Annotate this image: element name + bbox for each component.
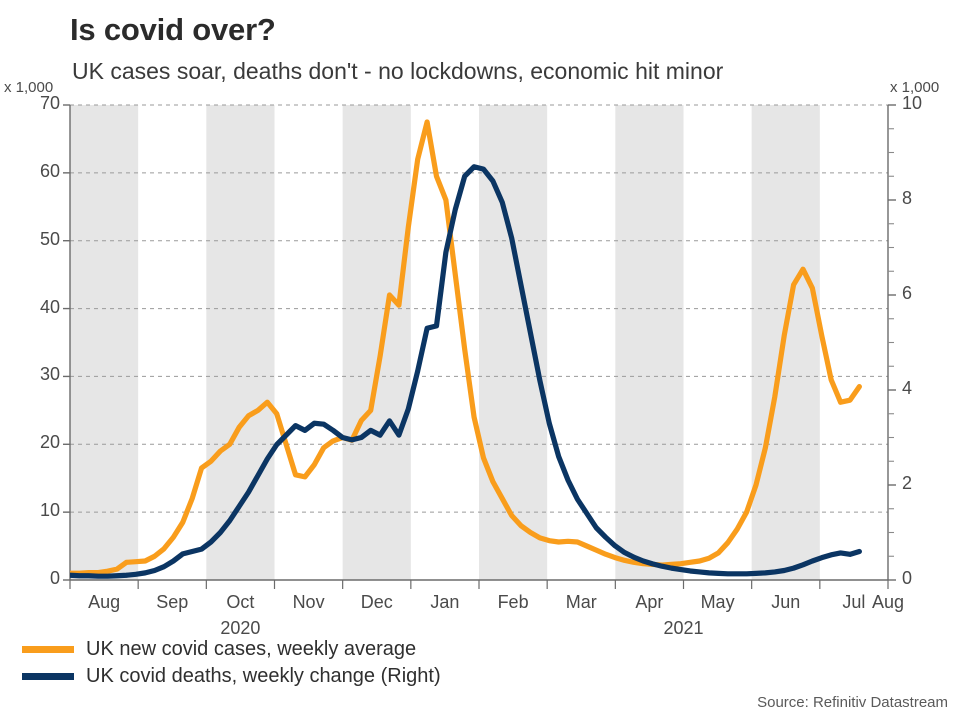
x-axis-year-label: 2021 [663, 618, 704, 638]
right-axis-tick-label: 10 [902, 93, 923, 113]
left-axis-tick-label: 30 [39, 364, 60, 385]
page-subtitle: UK cases soar, deaths don't - no lockdow… [72, 58, 724, 84]
x-axis-tick-label: Nov [292, 592, 325, 612]
page-title: Is covid over? [70, 12, 276, 47]
x-axis-tick-label: Oct [226, 592, 255, 612]
x-axis-tick-label: Dec [360, 592, 393, 612]
x-axis-tick-label: Mar [565, 592, 597, 612]
x-axis-tick-label: Sep [156, 592, 189, 612]
x-axis-tick-label: Jul [842, 592, 866, 612]
x-axis-tick-label: May [700, 592, 735, 612]
month-band [615, 105, 684, 580]
chart-legend: UK new covid cases, weekly average UK co… [22, 636, 441, 690]
x-axis-tick-label: Feb [497, 592, 529, 612]
left-axis-tick-label: 0 [49, 568, 60, 588]
legend-item-deaths: UK covid deaths, weekly change (Right) [22, 663, 441, 690]
x-axis-tick-label: Aug [871, 592, 905, 612]
right-axis-tick-label: 8 [902, 188, 913, 208]
legend-label-cases: UK new covid cases, weekly average [86, 638, 417, 660]
series-line-deaths [70, 164, 862, 579]
left-axis-tick-label: 60 [39, 160, 60, 181]
x-axis-tick-label: Jan [430, 592, 460, 612]
month-band [479, 105, 548, 580]
left-axis-tick-label: 70 [39, 93, 60, 113]
left-axis-tick-label: 10 [39, 500, 60, 521]
right-axis-tick-label: 6 [902, 283, 913, 303]
left-axis-unit: x 1,000 [4, 79, 54, 96]
legend-item-cases: UK new covid cases, weekly average [22, 636, 441, 663]
right-axis-tick-label: 4 [902, 378, 913, 398]
right-axis-tick-label: 0 [902, 568, 913, 588]
month-band [70, 105, 139, 580]
left-axis-tick-label: 20 [39, 432, 60, 453]
source-attribution: Source: Refinitiv Datastream [757, 694, 948, 711]
right-axis-unit: x 1,000 [890, 79, 940, 96]
x-axis-tick-label: Jun [771, 592, 801, 612]
left-axis-tick-label: 40 [39, 296, 60, 317]
x-axis-tick-label: Aug [88, 592, 121, 612]
legend-swatch-deaths [22, 673, 74, 680]
legend-label-deaths: UK covid deaths, weekly change (Right) [86, 665, 441, 687]
left-axis-tick-label: 50 [39, 228, 60, 249]
right-axis-tick-label: 2 [902, 473, 913, 493]
x-axis-year-label: 2020 [220, 618, 261, 638]
x-axis-tick-label: Apr [635, 592, 664, 612]
legend-swatch-cases [22, 646, 74, 653]
month-band [342, 105, 411, 580]
series-line-cases [70, 119, 862, 576]
